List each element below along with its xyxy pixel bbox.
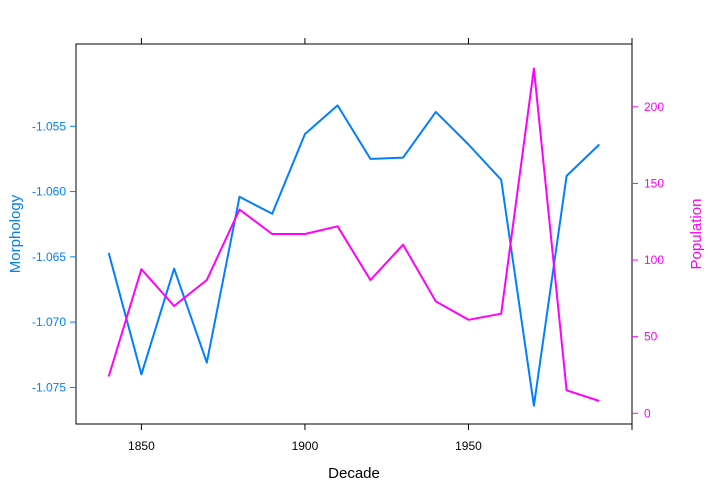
right-tick-label: 50 [644, 330, 658, 344]
right-axis-title: Population [688, 199, 705, 270]
left-tick-label: -1.070 [32, 315, 66, 329]
series-lines [107, 67, 600, 407]
left-tick-label: -1.065 [32, 250, 66, 264]
left-tick-label: -1.055 [32, 119, 66, 133]
plot-frame [75, 43, 633, 425]
ticks: 1850 1900 1950 -1.075 -1.070 -1.065 -1.060 -1.0… [32, 38, 664, 453]
population-line [107, 67, 600, 402]
left-axis-title: Morphology [7, 194, 24, 273]
morphology-line [107, 104, 600, 407]
x-axis-title: Decade [328, 465, 380, 482]
right-tick-label: 0 [644, 406, 651, 420]
x-tick-label: 1850 [128, 439, 155, 453]
right-tick-label: 200 [644, 100, 664, 114]
x-tick-label: 1900 [292, 439, 319, 453]
right-tick-label: 150 [644, 176, 664, 190]
left-tick-label: -1.075 [32, 380, 66, 394]
x-tick-label: 1950 [455, 439, 482, 453]
left-tick-label: -1.060 [32, 185, 66, 199]
right-tick-label: 100 [644, 253, 664, 267]
